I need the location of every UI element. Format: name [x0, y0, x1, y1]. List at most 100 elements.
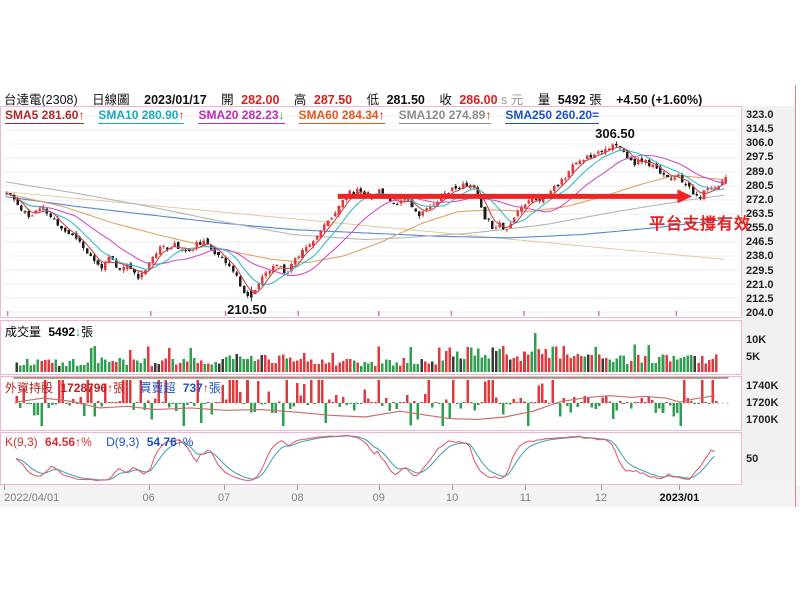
sma-legend-text: SMA5 281.60	[5, 108, 79, 122]
sma-trend-arrow-icon: ↑	[485, 108, 492, 122]
foreign-holdings-value: 1728796	[60, 381, 108, 395]
price-ytick-label: 204.0	[746, 307, 774, 319]
sma-trend-arrow-icon: ↓	[278, 108, 285, 122]
net-buy-up-arrow-icon: ↑	[202, 381, 209, 395]
foreign-canvas	[13, 377, 729, 427]
d-label: D(9,3)	[106, 435, 140, 449]
x-axis-tick	[148, 485, 150, 490]
price-ytick-label: 263.5	[746, 208, 774, 220]
close-flag: s	[501, 93, 508, 107]
x-axis-label: 12	[594, 492, 608, 504]
price-ytick-label: 212.5	[746, 292, 774, 305]
x-axis-label: 10	[445, 492, 459, 504]
volume-panel-value: 5492	[48, 325, 76, 339]
volume-panel-unit: 張	[81, 325, 94, 339]
stock-name: 台達電(2308)	[4, 93, 78, 107]
d-value: 54.76	[146, 435, 177, 449]
price-ytick-label: 221.0	[746, 278, 774, 291]
chart-type: 日線圖	[92, 93, 130, 107]
currency-label: 元	[510, 93, 524, 107]
volume-legend: 成交量 5492↓張	[5, 323, 93, 340]
price-ytick-label: 255.0	[746, 222, 774, 235]
x-axis-label: 09	[372, 492, 385, 504]
close-label: 收	[439, 93, 452, 107]
x-axis-label: 2022/04/01	[4, 492, 60, 504]
x-axis-tick	[452, 485, 454, 490]
support-note-annotation: 平台支撐有效	[649, 216, 752, 233]
close-value: 286.00	[459, 93, 498, 107]
net-buy-label: 買賣超	[139, 381, 176, 395]
volume-label: 量	[537, 93, 551, 107]
price-ytick-label: 272.0	[746, 193, 774, 206]
main-chart-panel: SMA5 281.60↑ SMA10 280.90↑ SMA20 282.23↓ SM…	[0, 106, 742, 318]
right-border-line	[795, 85, 796, 507]
foreign-holdings-panel: 外資持股 1728796↑張 買賣超 737↑張	[0, 376, 742, 431]
volume-panel: 成交量 5492↓張	[0, 320, 742, 375]
foreign-holdings-label: 外資持股	[5, 381, 54, 395]
d-unit: %	[182, 435, 194, 449]
x-axis-label: 06	[142, 492, 155, 504]
sma-indicator-row: SMA5 281.60↑ SMA10 280.90↑ SMA20 282.23↓ SM…	[5, 108, 613, 124]
kd-canvas	[15, 434, 715, 482]
kd-ytick-label: 50	[746, 452, 759, 465]
volume-value: 5492	[557, 93, 586, 107]
low-value: 281.50	[386, 93, 425, 107]
price-ytick-label: 306.0	[746, 137, 774, 150]
foreign-up-arrow-icon: ↑	[107, 381, 114, 395]
x-axis-tick	[600, 485, 602, 490]
sma-legend-text: SMA250 260.20	[505, 108, 593, 122]
x-axis-label: 2023/01	[659, 492, 700, 504]
x-axis-tick	[224, 485, 226, 490]
price-ytick-label: 238.0	[746, 250, 774, 263]
k-label: K(9,3)	[5, 435, 38, 449]
net-buy-value: 737	[182, 381, 203, 395]
sma-legend-sma250[interactable]: SMA250 260.20=	[505, 108, 600, 124]
change-value: +4.50 (+1.60%)	[616, 93, 703, 107]
open-label: 開	[221, 93, 234, 107]
sma-legend-sma5[interactable]: SMA5 281.60↑	[5, 108, 85, 124]
k-up-arrow-icon: ↑	[75, 435, 82, 449]
volume-ytick-label: 5K	[746, 350, 761, 363]
price-ytick-label: 289.0	[746, 165, 774, 178]
sma-legend-sma120[interactable]: SMA120 274.89↑	[398, 108, 492, 124]
y-axis-strip	[742, 106, 796, 485]
open-value: 282.00	[241, 93, 280, 107]
high-value: 287.50	[313, 93, 353, 107]
volume-down-arrow-icon: ↓	[75, 325, 82, 339]
d-up-arrow-icon: ↑	[176, 435, 183, 449]
foreign-ytick-label: 1700K	[746, 414, 779, 426]
sma-trend-arrow-icon: =	[592, 108, 600, 122]
sma-trend-arrow-icon: ↑	[78, 108, 85, 122]
k-value: 64.56	[45, 435, 76, 449]
volume-canvas	[15, 332, 718, 373]
sma-legend-text: SMA20 282.23	[198, 108, 279, 122]
price-ytick-label: 280.5	[746, 179, 774, 192]
sma-legend-text: SMA60 284.34	[298, 108, 379, 122]
x-axis-label: 07	[218, 492, 231, 504]
x-axis-label: 11	[519, 492, 532, 504]
x-axis-tick	[378, 485, 380, 490]
price-ytick-label: 297.5	[746, 151, 774, 164]
x-axis-tick	[297, 485, 299, 490]
sma-legend-sma20[interactable]: SMA20 282.23↓	[198, 108, 285, 124]
sma-legend-sma60[interactable]: SMA60 284.34↑	[298, 108, 385, 124]
foreign-ytick-label: 1720K	[746, 397, 779, 409]
kd-legend: K(9,3) 64.56↑% D(9,3) 54.76↑%	[5, 435, 193, 449]
price-ytick-label: 323.0	[746, 109, 774, 121]
foreign-ytick-label: 1740K	[746, 380, 779, 392]
x-axis-tick	[4, 485, 6, 490]
trough-price-annotation: 210.50	[227, 302, 267, 317]
price-ytick-label: 229.5	[746, 264, 774, 277]
foreign-holdings-unit: 張	[113, 381, 126, 395]
sma-legend-sma10[interactable]: SMA10 280.90↑	[98, 108, 185, 124]
main-chart-canvas	[3, 115, 739, 317]
peak-price-annotation: 306.50	[595, 126, 635, 141]
ohlc-header: 台達電(2308) 日線圖 2023/01/17 開 282.00 高 287.…	[4, 89, 702, 108]
volume-unit: 張	[589, 93, 602, 107]
foreign-legend: 外資持股 1728796↑張 買賣超 737↑張	[5, 379, 221, 396]
volume-panel-label: 成交量	[5, 325, 42, 339]
sma-trend-arrow-icon: ↑	[378, 108, 385, 122]
kd-panel: K(9,3) 64.56↑% D(9,3) 54.76↑%	[0, 432, 742, 485]
price-ytick-label: 246.5	[746, 236, 774, 249]
